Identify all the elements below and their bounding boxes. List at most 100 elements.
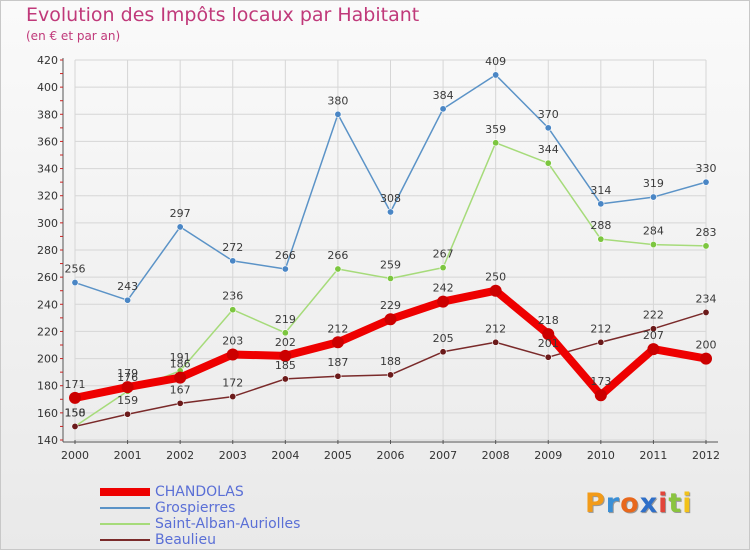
data-label-grospierres-2008: 409 — [485, 55, 506, 68]
data-label-chandolas-2004: 202 — [275, 336, 296, 349]
x-tick-label-2009: 2009 — [534, 449, 562, 462]
x-tick-label-2002: 2002 — [166, 449, 194, 462]
data-label-beaulieu-2001: 159 — [117, 394, 138, 407]
point-beaulieu-2006 — [386, 371, 394, 379]
data-label-saint-alban-auriolles-2002: 191 — [170, 351, 191, 364]
point-beaulieu-2004 — [281, 375, 289, 383]
y-tick-label-140: 140 — [37, 434, 58, 447]
y-tick-label-280: 280 — [37, 244, 58, 257]
data-label-saint-alban-auriolles-2004: 219 — [275, 313, 296, 326]
point-chandolas-2012 — [700, 352, 712, 365]
data-label-beaulieu-2000: 158 — [65, 406, 86, 419]
point-grospierres-2007 — [439, 105, 447, 113]
data-label-beaulieu-2012: 234 — [696, 292, 717, 305]
legend-label-grospierres: Grospierres — [155, 500, 236, 516]
logo-letter: i — [682, 488, 693, 519]
y-tick-label-300: 300 — [37, 217, 58, 230]
point-grospierres-2003 — [229, 257, 237, 265]
point-saint-alban-auriolles-2007 — [439, 264, 447, 272]
legend-swatch-grospierres — [100, 507, 150, 509]
point-grospierres-2000 — [71, 279, 79, 287]
data-label-saint-alban-auriolles-2009: 344 — [538, 143, 559, 156]
point-saint-alban-auriolles-2005 — [334, 265, 342, 273]
point-chandolas-2007 — [437, 295, 450, 308]
legend-label-saint-alban-auriolles: Saint-Alban-Auriolles — [155, 516, 301, 532]
point-grospierres-2009 — [544, 124, 552, 132]
data-label-grospierres-2006: 308 — [380, 192, 401, 205]
data-label-grospierres-2009: 370 — [538, 108, 559, 121]
point-beaulieu-2000 — [71, 422, 79, 430]
x-tick-label-2006: 2006 — [377, 449, 405, 462]
data-label-saint-alban-auriolles-2005: 266 — [327, 249, 348, 262]
logo-letter: x — [639, 488, 659, 519]
data-label-saint-alban-auriolles-2003: 236 — [222, 290, 243, 303]
data-label-grospierres-2000: 256 — [65, 263, 86, 276]
x-tick-label-2007: 2007 — [429, 449, 457, 462]
point-beaulieu-2001 — [124, 410, 132, 418]
data-label-chandolas-2001: 179 — [117, 367, 138, 380]
x-tick-label-2001: 2001 — [114, 449, 142, 462]
chart-subtitle: (en € et par an) — [26, 29, 121, 43]
data-label-saint-alban-auriolles-2006: 259 — [380, 259, 401, 272]
point-grospierres-2004 — [281, 265, 289, 273]
logo-letter: o — [620, 488, 640, 519]
y-tick-label-400: 400 — [37, 81, 58, 94]
point-chandolas-2003 — [226, 348, 239, 361]
data-label-saint-alban-auriolles-2007: 267 — [433, 248, 454, 261]
point-chandolas-2001 — [121, 381, 134, 394]
logo-letter: t — [668, 488, 683, 519]
data-label-grospierres-2003: 272 — [222, 241, 243, 254]
y-tick-label-160: 160 — [37, 407, 58, 420]
data-label-chandolas-2003: 203 — [222, 335, 243, 348]
point-grospierres-2002 — [176, 223, 184, 231]
data-label-grospierres-2011: 319 — [643, 177, 664, 190]
data-label-chandolas-2007: 242 — [433, 282, 454, 295]
y-tick-label-220: 220 — [37, 325, 58, 338]
y-tick-label-200: 200 — [37, 353, 58, 366]
legend-label-beaulieu: Beaulieu — [155, 532, 216, 548]
point-beaulieu-2011 — [649, 325, 657, 333]
point-beaulieu-2007 — [439, 348, 447, 356]
data-label-chandolas-2005: 212 — [327, 322, 348, 335]
x-tick-label-2010: 2010 — [587, 449, 615, 462]
point-saint-alban-auriolles-2009 — [544, 159, 552, 167]
data-label-saint-alban-auriolles-2012: 283 — [696, 226, 717, 239]
point-saint-alban-auriolles-2010 — [597, 235, 605, 243]
logo-letter: i — [658, 488, 669, 519]
data-label-grospierres-2012: 330 — [696, 162, 717, 175]
point-grospierres-2012 — [702, 178, 710, 186]
point-grospierres-2008 — [492, 71, 500, 79]
data-label-chandolas-2000: 171 — [65, 378, 86, 391]
point-beaulieu-2002 — [176, 399, 184, 407]
legend-swatch-beaulieu — [100, 539, 150, 541]
data-label-grospierres-2007: 384 — [433, 89, 454, 102]
x-tick-label-2005: 2005 — [324, 449, 352, 462]
data-label-chandolas-2011: 207 — [643, 329, 664, 342]
data-label-beaulieu-2010: 212 — [590, 322, 611, 335]
data-label-chandolas-2010: 173 — [590, 375, 611, 388]
data-label-saint-alban-auriolles-2011: 284 — [643, 225, 664, 238]
point-chandolas-2004 — [279, 349, 292, 362]
data-label-chandolas-2012: 200 — [696, 339, 717, 352]
data-label-beaulieu-2009: 201 — [538, 337, 559, 350]
point-grospierres-2006 — [386, 208, 394, 216]
data-label-beaulieu-2003: 172 — [222, 377, 243, 390]
data-label-beaulieu-2004: 185 — [275, 359, 296, 372]
y-tick-label-260: 260 — [37, 271, 58, 284]
point-chandolas-2010 — [594, 389, 607, 402]
point-chandolas-2002 — [174, 371, 187, 384]
data-label-chandolas-2006: 229 — [380, 299, 401, 312]
point-saint-alban-auriolles-2008 — [492, 139, 500, 147]
x-tick-label-2003: 2003 — [219, 449, 247, 462]
point-chandolas-2000 — [69, 391, 81, 404]
data-label-grospierres-2010: 314 — [590, 184, 611, 197]
point-beaulieu-2012 — [702, 308, 710, 316]
axes: 140 160 180 200 220 240 260 280 300 320 340 360 380 4… — [37, 54, 720, 462]
y-tick-label-240: 240 — [37, 298, 58, 311]
logo-letter: P — [585, 488, 606, 519]
data-label-grospierres-2002: 297 — [170, 207, 191, 220]
data-labels: 256 243 297 272 266 380 308 384 409 370 314 319 330 1… — [65, 55, 717, 419]
data-label-saint-alban-auriolles-2001: 176 — [117, 371, 138, 384]
data-label-saint-alban-auriolles-2010: 288 — [590, 219, 611, 232]
